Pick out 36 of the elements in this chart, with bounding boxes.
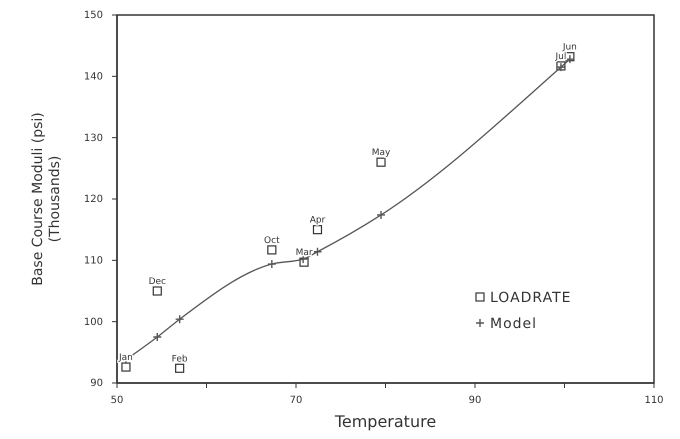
y-tick-label: 90 [90, 378, 103, 390]
point [299, 258, 309, 267]
x-tick-label: 70 [290, 395, 302, 406]
y-axis-title: Base Course Moduli (psi) (Thousands) [30, 112, 63, 286]
y-tick-label: 150 [84, 10, 103, 22]
y-tick-label: 100 [84, 316, 103, 328]
point [174, 314, 184, 324]
x-tick-label: 110 [644, 395, 664, 406]
point [267, 245, 276, 255]
annotation: Apr [310, 216, 326, 226]
annotation: Dec [148, 277, 166, 287]
annotation: Oct [264, 236, 280, 246]
point [121, 362, 131, 372]
annotation: May [372, 148, 391, 158]
annotation: Jul [554, 52, 566, 62]
point [175, 364, 184, 373]
point [312, 225, 322, 234]
point [376, 158, 386, 167]
point [267, 259, 277, 269]
point [152, 332, 162, 342]
legend-label: Model [490, 316, 538, 332]
x-tick-label: 90 [468, 395, 482, 406]
annotation: Jun [562, 42, 577, 53]
annotation: Mar [296, 248, 313, 258]
point [312, 247, 322, 256]
y-tick-label: 110 [84, 256, 103, 267]
point [376, 210, 386, 220]
legend-label: LOADRATE [490, 290, 572, 306]
x-tick-label: 50 [110, 395, 124, 406]
point [565, 54, 575, 64]
y-tick-label: 130 [84, 132, 103, 144]
point [152, 286, 162, 296]
annotation: Feb [172, 354, 188, 364]
y-tick-label: 120 [84, 194, 103, 206]
y-tick-label: 140 [84, 72, 103, 83]
x-axis-title: Temperature [334, 412, 436, 431]
